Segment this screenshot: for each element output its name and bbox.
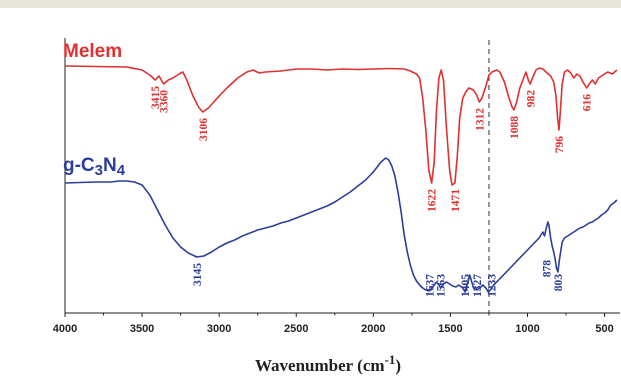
- x-axis-ticks: 4000 3500 3000 2500 2000 1500 1000 500: [53, 313, 614, 335]
- series-line-melem: [64, 65, 618, 186]
- peak-label-melem-1088: 1088: [509, 116, 521, 139]
- peak-label-melem-1312: 1312: [474, 108, 486, 131]
- x-tick-label: 500: [595, 323, 613, 335]
- peak-label-melem-3360: 3360: [159, 90, 171, 113]
- x-tick-label: 1500: [438, 323, 462, 335]
- peak-label-gc3n4-1327: 1327: [472, 274, 484, 297]
- peak-label-melem-1622: 1622: [427, 189, 439, 212]
- peak-label-gc3n4-1563: 1563: [436, 274, 448, 297]
- x-axis-label: Wavenumber (cm-1): [255, 352, 401, 375]
- series-lines: [64, 65, 618, 293]
- peak-label-melem-3106: 3106: [198, 118, 210, 141]
- peak-label-gc3n4-1405: 1405: [460, 274, 472, 297]
- x-axis-label-main: Wavenumber (cm: [255, 356, 385, 375]
- peak-label-melem-3415: 3415: [150, 86, 162, 109]
- series-name-gc3n4: g-C3N4: [63, 155, 126, 179]
- peak-label-melem-982: 982: [525, 90, 537, 108]
- series-name-gc3n4-sub2: 4: [117, 162, 126, 179]
- peak-label-melem-1471: 1471: [450, 189, 462, 212]
- x-tick-label: 1000: [515, 323, 539, 335]
- top-border: [0, 0, 621, 8]
- peak-label-gc3n4-1233: 1233: [487, 274, 499, 297]
- x-axis-label-close: ): [395, 356, 401, 375]
- plot-frame: [64, 38, 620, 314]
- series-name-melem: Melem: [63, 41, 122, 62]
- x-tick-label: 4000: [53, 323, 77, 335]
- peak-label-gc3n4-878: 878: [541, 260, 553, 278]
- peak-label-gc3n4-1637: 1637: [424, 274, 436, 297]
- x-tick-label: 3500: [130, 323, 154, 335]
- x-tick-label: 3000: [207, 323, 231, 335]
- peak-label-melem-616: 616: [582, 94, 594, 112]
- x-tick-label: 2500: [284, 323, 308, 335]
- series-name-gc3n4-mid: N: [103, 155, 117, 176]
- peak-label-gc3n4-803: 803: [553, 274, 565, 292]
- x-axis-label-superscript: -1: [385, 352, 396, 367]
- series-name-gc3n4-base: g-C: [63, 155, 95, 176]
- series-name-gc3n4-sub1: 3: [95, 162, 103, 179]
- x-tick-label: 2000: [361, 323, 385, 335]
- peak-label-melem-796: 796: [554, 136, 566, 154]
- series-line-gc3n4: [64, 157, 618, 293]
- peak-label-gc3n4-3145: 3145: [192, 263, 204, 286]
